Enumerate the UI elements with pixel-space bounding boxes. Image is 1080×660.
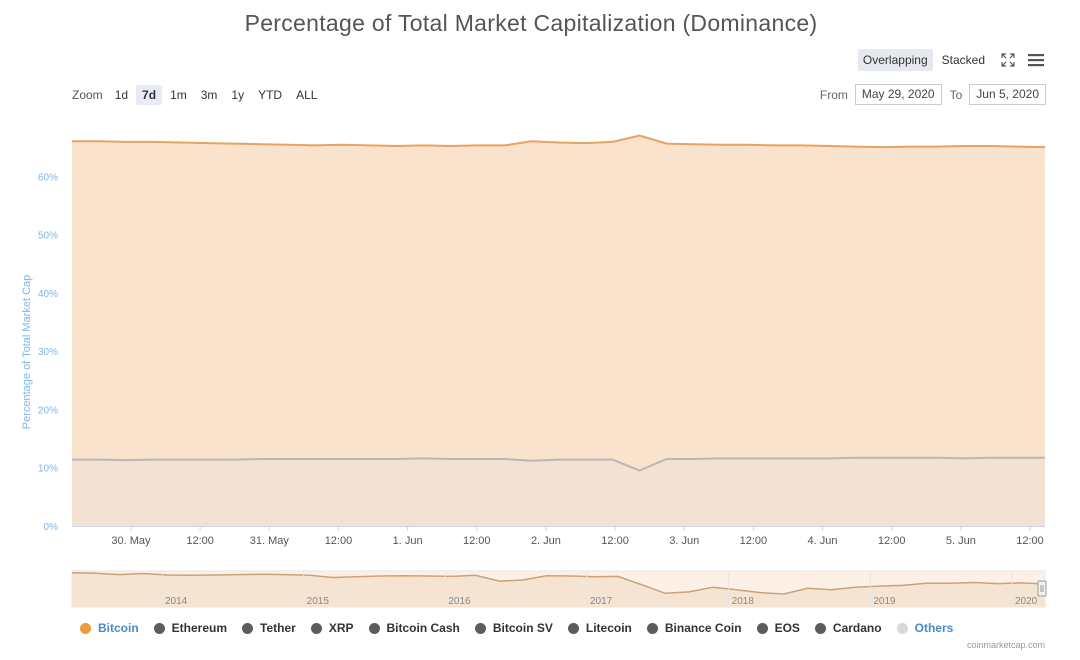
legend-item-bitcoin-cash[interactable]: Bitcoin Cash <box>368 621 460 635</box>
legend-marker <box>567 622 579 634</box>
legend-item-xrp[interactable]: XRP <box>310 621 354 635</box>
navigator-year-label: 2017 <box>590 596 613 607</box>
x-tick-label: 1. Jun <box>393 535 423 547</box>
legend-marker <box>368 622 380 634</box>
y-tick-label: 40% <box>38 289 58 300</box>
zoom-label: Zoom <box>72 88 103 102</box>
zoom-3m-button[interactable]: 3m <box>200 88 218 102</box>
y-tick-label: 30% <box>38 347 58 358</box>
chart-title: Percentage of Total Market Capitalizatio… <box>244 10 818 36</box>
legend-item-tether[interactable]: Tether <box>242 621 296 635</box>
legend-marker <box>153 622 165 634</box>
zoom-ytd-button[interactable]: YTD <box>258 88 283 102</box>
legend-label: Bitcoin <box>98 621 139 635</box>
legend-label: Tether <box>260 621 296 635</box>
series-line-ethereum <box>72 456 1045 472</box>
legend-marker <box>474 622 486 634</box>
legend-label: EOS <box>774 621 800 635</box>
credit-text: coinmarketcap.com <box>966 640 1045 650</box>
legend-label: Litecoin <box>585 621 632 635</box>
navigator-year-label: 2016 <box>448 596 471 607</box>
x-tick-label: 30. May <box>111 535 151 547</box>
legend-marker <box>756 622 768 634</box>
navigator-year-label: 2018 <box>732 596 755 607</box>
legend-marker <box>80 622 91 634</box>
x-tick-label: 3. Jun <box>669 535 699 547</box>
navigator-line <box>71 572 1046 595</box>
legend-item-binance-coin[interactable]: Binance Coin <box>646 621 742 635</box>
y-tick-label: 10% <box>38 464 58 475</box>
series-area-ethereum <box>72 457 1045 526</box>
navigator-year-label: 2019 <box>873 596 896 607</box>
date-range-selector: From May 29, 2020 To Jun 5, 2020 <box>820 84 1046 105</box>
legend-marker <box>814 622 826 634</box>
x-tick-label: 2. Jun <box>531 535 561 547</box>
x-tick-label: 12:00 <box>463 535 491 547</box>
navigator-handle[interactable] <box>1037 580 1047 597</box>
legend-marker <box>646 622 658 634</box>
x-tick-label: 5. Jun <box>946 535 976 547</box>
legend-label: Bitcoin SV <box>492 621 553 635</box>
zoom-1y-button[interactable]: 1y <box>231 88 245 102</box>
zoom-all-button[interactable]: ALL <box>296 88 318 102</box>
zoom-toolbar: Zoom 1d 7d 1m 3m 1y YTD ALL <box>72 85 323 105</box>
navigator-area <box>72 572 1045 607</box>
legend-item-bitcoin-sv[interactable]: Bitcoin SV <box>474 621 553 635</box>
x-tick-label: 4. Jun <box>808 535 838 547</box>
x-tick-label: 12:00 <box>1016 535 1044 547</box>
from-date-input[interactable]: May 29, 2020 <box>854 84 942 105</box>
x-tick-label: 31. May <box>250 535 290 547</box>
legend-item-litecoin[interactable]: Litecoin <box>567 621 632 635</box>
y-axis-title: Percentage of Total Market Cap <box>21 275 33 430</box>
chart-legend: Bitcoin Ethereum Tether XRP Bitcoin Cash Bitc… <box>80 621 968 635</box>
navigator-year-label: 2020 <box>1015 596 1038 607</box>
legend-marker <box>242 622 254 634</box>
fullscreen-icon[interactable] <box>998 50 1018 70</box>
legend-item-cardano[interactable]: Cardano <box>814 621 882 635</box>
y-tick-label: 60% <box>38 172 58 183</box>
chart-mode-toolbar: Overlapping Stacked <box>857 49 1046 71</box>
legend-label: Ethereum <box>171 621 228 635</box>
legend-item-bitcoin[interactable]: Bitcoin <box>80 621 139 635</box>
legend-marker <box>896 622 908 634</box>
x-tick-label: 12:00 <box>740 535 768 547</box>
zoom-1d-button[interactable]: 1d <box>114 88 129 102</box>
legend-marker <box>310 622 322 634</box>
y-tick-label: 20% <box>38 405 58 416</box>
overlapping-button[interactable]: Overlapping <box>857 49 933 71</box>
legend-label: Others <box>914 621 954 635</box>
from-label: From <box>819 87 848 102</box>
x-tick-label: 12:00 <box>325 535 353 547</box>
series-line-bitcoin <box>72 134 1046 149</box>
legend-item-eos[interactable]: EOS <box>756 621 800 635</box>
legend-label: Cardano <box>832 621 882 635</box>
x-tick-label: 12:00 <box>186 535 214 547</box>
x-tick-label: 12:00 <box>878 535 906 547</box>
zoom-7d-button[interactable]: 7d <box>136 85 163 105</box>
to-date-input[interactable]: Jun 5, 2020 <box>969 84 1046 105</box>
zoom-1m-button[interactable]: 1m <box>170 88 187 102</box>
legend-label: XRP <box>328 621 354 635</box>
stacked-button[interactable]: Stacked <box>941 53 985 67</box>
to-label: To <box>949 87 963 102</box>
legend-label: Bitcoin Cash <box>386 621 460 635</box>
y-tick-label: 50% <box>38 231 58 242</box>
x-tick-label: 12:00 <box>601 535 629 547</box>
legend-item-ethereum[interactable]: Ethereum <box>153 621 228 635</box>
navigator-year-label: 2014 <box>165 596 188 607</box>
navigator-year-label: 2015 <box>307 596 330 607</box>
hamburger-menu-icon[interactable] <box>1026 50 1046 70</box>
legend-item-others[interactable]: Others <box>896 621 954 635</box>
y-tick-label: 0% <box>44 522 59 533</box>
series-area-bitcoin <box>72 135 1045 526</box>
legend-label: Binance Coin <box>664 621 742 635</box>
